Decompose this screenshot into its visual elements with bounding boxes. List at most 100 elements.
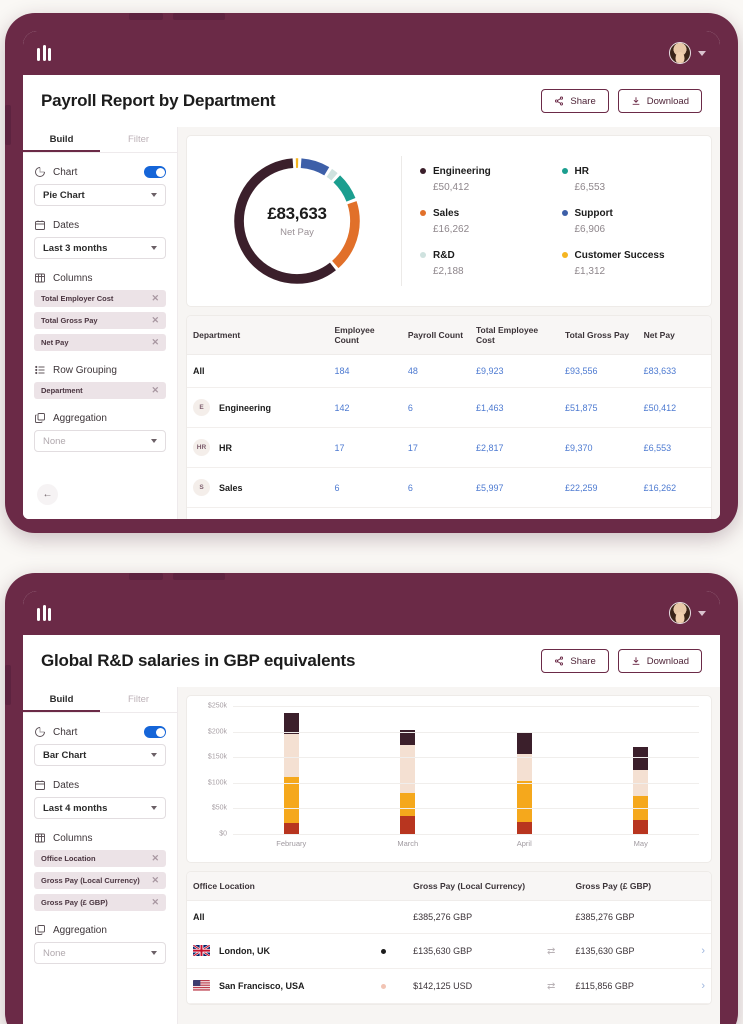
avatar[interactable] <box>669 42 691 64</box>
chevron-down-icon[interactable] <box>698 50 706 56</box>
table-cell[interactable]: £50,412 <box>637 387 711 428</box>
table-column-header[interactable]: Net Pay <box>637 316 711 355</box>
dates-select[interactable]: Last 4 months <box>34 797 166 819</box>
column-chip[interactable]: Gross Pay (Local Currency) ✕ <box>34 872 166 889</box>
dates-select[interactable]: Last 3 months <box>34 237 166 259</box>
table-cell[interactable]: £16,262 <box>637 467 711 508</box>
table-cell[interactable]: £22,259 <box>559 467 638 508</box>
topbar-account-area[interactable] <box>669 602 706 624</box>
currency-swap-icon[interactable]: ⇄ <box>532 933 570 969</box>
table-cell[interactable]: 184 <box>328 354 402 388</box>
close-icon[interactable]: ✕ <box>151 897 159 907</box>
column-chip[interactable]: Total Employer Cost ✕ <box>34 290 166 307</box>
table-column-header[interactable] <box>684 872 711 901</box>
table-column-header[interactable]: Total Employee Cost <box>469 316 560 355</box>
donut-segment-sales[interactable] <box>234 158 360 284</box>
stacked-bar[interactable] <box>516 732 532 834</box>
row-grouping-chip[interactable]: Department ✕ <box>34 382 166 399</box>
table-row[interactable]: All £385,276 GBP £385,276 GBP <box>187 900 711 934</box>
download-button[interactable]: Download <box>617 649 702 673</box>
aggregation-select[interactable]: None <box>34 942 166 964</box>
close-icon[interactable]: ✕ <box>151 315 159 325</box>
stacked-bar[interactable] <box>283 713 299 834</box>
table-cell[interactable]: 6 <box>401 387 470 428</box>
table-cell[interactable]: £9,923 <box>469 354 560 388</box>
table-cell[interactable]: £5,997 <box>469 467 560 508</box>
chevron-right-icon[interactable] <box>684 900 711 934</box>
remote-logo-icon[interactable] <box>37 605 51 621</box>
table-column-header[interactable]: Gross Pay (£ GBP) <box>569 872 685 901</box>
table-cell[interactable]: £8,556 <box>559 507 638 519</box>
table-column-header[interactable]: Office Location <box>187 872 360 901</box>
table-row[interactable]: HR HR 17 17 £2,817 £9,370 £6,553 <box>187 427 711 468</box>
chart-type-select[interactable]: Pie Chart <box>34 184 166 206</box>
table-row[interactable]: All 184 48 £9,923 £93,556 £83,633 <box>187 354 711 388</box>
table-cell[interactable]: 6 <box>401 467 470 508</box>
donut-segment-customer-success[interactable] <box>234 158 360 284</box>
table-column-header[interactable]: Employee Count <box>328 316 402 355</box>
table-column-header[interactable]: Gross Pay (Local Currency) <box>407 872 533 901</box>
table-cell[interactable]: 3 <box>401 507 470 519</box>
device-button-volume-down[interactable] <box>173 573 225 580</box>
table-cell[interactable]: 3 <box>328 507 402 519</box>
table-row[interactable]: S Sales 6 6 £5,997 £22,259 £16,262 <box>187 467 711 508</box>
table-column-header[interactable] <box>532 872 570 901</box>
currency-swap-icon[interactable]: ⇄ <box>532 968 570 1004</box>
share-button[interactable]: Share <box>541 89 609 113</box>
legend-item[interactable]: HR £6,553 <box>561 166 696 193</box>
device-button-volume-up[interactable] <box>129 573 163 580</box>
table-cell[interactable]: £83,633 <box>637 354 711 388</box>
aggregation-select[interactable]: None <box>34 430 166 452</box>
table-column-header[interactable]: Payroll Count <box>401 316 470 355</box>
legend-item[interactable]: Support £6,906 <box>561 208 696 235</box>
chevron-down-icon[interactable] <box>698 610 706 616</box>
table-column-header[interactable]: Department <box>187 316 329 355</box>
close-icon[interactable]: ✕ <box>151 385 159 395</box>
table-row[interactable]: E Engineering 142 6 £1,463 £51,875 £50,412 <box>187 387 711 428</box>
table-cell[interactable]: £1,463 <box>469 387 560 428</box>
donut-segment-engineering[interactable] <box>234 158 360 284</box>
table-column-header[interactable] <box>359 872 408 901</box>
table-row[interactable]: CSSupport33£1,650£8,556£6,906 <box>187 507 711 519</box>
table-cell[interactable]: £93,556 <box>559 354 638 388</box>
table-column-header[interactable]: Total Gross Pay <box>559 316 638 355</box>
column-chip[interactable]: Office Location ✕ <box>34 850 166 867</box>
table-cell[interactable]: £9,370 <box>559 427 638 468</box>
table-row[interactable]: San Francisco, USA $142,125 USD ⇄ £115,856 … <box>187 968 711 1004</box>
chevron-right-icon[interactable]: › <box>684 968 711 1004</box>
close-icon[interactable]: ✕ <box>151 875 159 885</box>
close-icon[interactable]: ✕ <box>151 337 159 347</box>
chart-toggle[interactable] <box>144 166 166 178</box>
tab-build[interactable]: Build <box>23 127 100 152</box>
legend-item[interactable]: Sales £16,262 <box>420 208 554 235</box>
chart-type-select[interactable]: Bar Chart <box>34 744 166 766</box>
device-button-power[interactable] <box>5 665 11 705</box>
chart-toggle[interactable] <box>144 726 166 738</box>
table-cell[interactable]: £1,650 <box>469 507 560 519</box>
table-cell[interactable]: 6 <box>328 467 402 508</box>
avatar[interactable] <box>669 602 691 624</box>
topbar-account-area[interactable] <box>669 42 706 64</box>
stacked-bar[interactable] <box>633 746 649 834</box>
table-cell[interactable]: 142 <box>328 387 402 428</box>
tab-filter[interactable]: Filter <box>127 134 150 145</box>
device-button-volume-up[interactable] <box>129 13 163 20</box>
table-cell[interactable]: 48 <box>401 354 470 388</box>
legend-item[interactable]: Customer Success £1,312 <box>561 250 696 277</box>
share-button[interactable]: Share <box>541 649 609 673</box>
legend-item[interactable]: R&D £2,188 <box>420 250 554 277</box>
close-icon[interactable]: ✕ <box>151 293 159 303</box>
currency-swap-icon[interactable] <box>532 900 570 934</box>
column-chip[interactable]: Net Pay ✕ <box>34 334 166 351</box>
chevron-right-icon[interactable]: › <box>684 933 711 969</box>
tab-build[interactable]: Build <box>23 687 100 712</box>
back-button[interactable]: ← <box>37 484 58 505</box>
download-button[interactable]: Download <box>617 89 702 113</box>
tab-filter[interactable]: Filter <box>127 694 150 705</box>
table-cell[interactable]: £6,906 <box>637 507 711 519</box>
close-icon[interactable]: ✕ <box>151 853 159 863</box>
column-chip[interactable]: Gross Pay (£ GBP) ✕ <box>34 894 166 911</box>
remote-logo-icon[interactable] <box>37 45 51 61</box>
table-cell[interactable]: £6,553 <box>637 427 711 468</box>
table-cell[interactable]: 17 <box>401 427 470 468</box>
